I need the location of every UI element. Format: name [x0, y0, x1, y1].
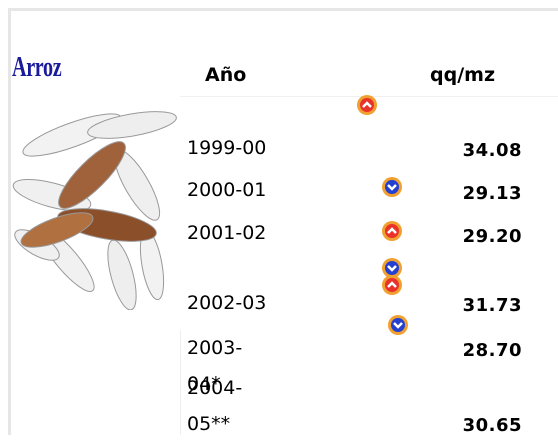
value-cell: 31.73	[463, 295, 522, 316]
year-cell: 2000-01	[187, 172, 269, 208]
down-icon	[382, 177, 402, 197]
up-icon	[357, 95, 377, 115]
value-cell: 28.70	[463, 340, 522, 361]
year-cell: 2001-02	[187, 215, 269, 251]
down-icon	[388, 315, 408, 335]
up-icon	[382, 275, 402, 295]
year-cell: 2002-03	[187, 285, 269, 321]
year-cell: 1999-00	[187, 130, 269, 166]
year-cell: 2004-05**	[187, 370, 269, 442]
value-cell: 30.65	[463, 415, 522, 436]
value-cell: 29.20	[463, 226, 522, 247]
value-cell: 34.08	[463, 140, 522, 161]
up-icon	[382, 221, 402, 241]
value-cell: 29.13	[463, 183, 522, 204]
trend-icons	[0, 0, 558, 435]
page: Arroz Año qq/mz 1999-0034.082000-0129.13…	[0, 0, 558, 435]
